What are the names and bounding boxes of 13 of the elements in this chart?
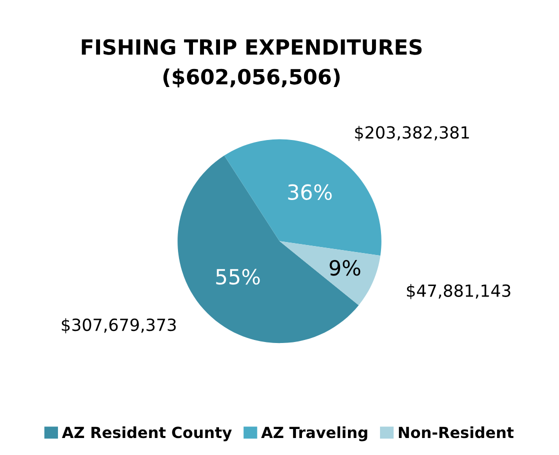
chart-title: FISHING TRIP EXPENDITURES ($602,056,506) (82, 39, 422, 88)
pie-slice (224, 139, 382, 256)
pie-slice (178, 156, 359, 344)
legend-label: Non-Resident (398, 426, 514, 438)
data-label: $47,881,143 (406, 284, 510, 300)
legend-label: AZ Traveling (261, 426, 368, 442)
legend-label: AZ Resident County (62, 426, 232, 442)
text: 55% (216, 268, 260, 285)
pie-slice (280, 241, 380, 306)
text: 9% (330, 260, 360, 276)
text: 36% (288, 184, 332, 200)
data-label: $203,382,381 (355, 126, 469, 141)
data-label: $307,679,373 (62, 318, 176, 334)
